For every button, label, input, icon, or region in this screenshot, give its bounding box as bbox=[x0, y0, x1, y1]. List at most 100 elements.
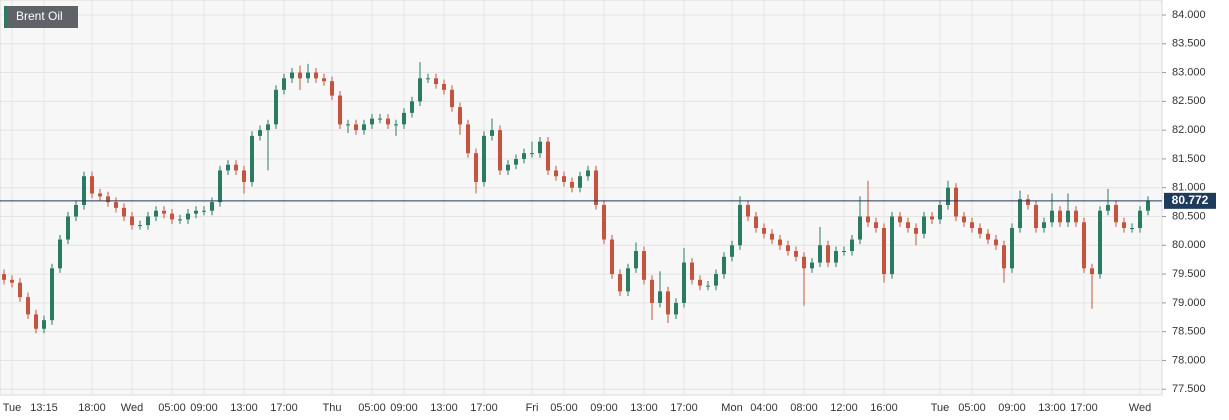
candle-body bbox=[202, 210, 206, 212]
candle-body bbox=[882, 228, 886, 275]
last-price-label: 80.772 bbox=[1172, 193, 1209, 207]
candle-body bbox=[738, 204, 742, 246]
candle-body bbox=[442, 84, 446, 90]
x-tick-label: 13:00 bbox=[430, 402, 458, 414]
candle-body bbox=[218, 170, 222, 203]
candle-body bbox=[570, 181, 574, 188]
candle-body bbox=[506, 164, 510, 171]
candle-body bbox=[354, 124, 358, 131]
candle-body bbox=[74, 204, 78, 217]
candle-body bbox=[1074, 210, 1078, 223]
candle-body bbox=[250, 135, 254, 182]
candle-body bbox=[98, 193, 102, 197]
candle-body bbox=[538, 141, 542, 154]
y-tick-label: 80.000 bbox=[1172, 239, 1206, 251]
candle-body bbox=[962, 216, 966, 223]
x-tick-label: 17:00 bbox=[670, 402, 698, 414]
candle-body bbox=[666, 291, 670, 315]
x-tick-label: 13:15 bbox=[30, 402, 58, 414]
candle-body bbox=[50, 268, 54, 321]
y-tick-label: 79.000 bbox=[1172, 297, 1206, 309]
candle-body bbox=[1106, 204, 1110, 211]
candle-body bbox=[658, 291, 662, 303]
candle-body bbox=[34, 314, 38, 329]
last-price-box bbox=[1164, 192, 1216, 209]
candle-body bbox=[82, 176, 86, 205]
plot-area bbox=[0, 0, 1163, 396]
candle-body bbox=[642, 251, 646, 280]
candle-body bbox=[330, 81, 334, 96]
candle-body bbox=[554, 170, 558, 177]
grid bbox=[0, 0, 1162, 395]
candle-body bbox=[258, 130, 262, 136]
x-tick-label: Wed bbox=[121, 402, 143, 414]
candle-body bbox=[610, 239, 614, 275]
x-tick-label: Mon bbox=[721, 402, 742, 414]
candle-body bbox=[474, 153, 478, 182]
candle-body bbox=[154, 210, 158, 217]
x-tick-label: Tue bbox=[931, 402, 950, 414]
candle-body bbox=[138, 225, 142, 227]
candle-body bbox=[1002, 245, 1006, 269]
candle-body bbox=[802, 256, 806, 269]
candle-body bbox=[530, 153, 534, 155]
candle-body bbox=[706, 285, 710, 287]
candle-body bbox=[626, 268, 630, 292]
candle-body bbox=[778, 239, 782, 246]
candle-body bbox=[682, 262, 686, 303]
candle-body bbox=[466, 124, 470, 154]
y-tick-label: 81.500 bbox=[1172, 153, 1206, 165]
candle-body bbox=[786, 245, 790, 252]
x-tick-label: 17:00 bbox=[470, 402, 498, 414]
candle-body bbox=[714, 274, 718, 286]
y-tick-label: 84.000 bbox=[1172, 9, 1206, 21]
candle-body bbox=[314, 72, 318, 79]
overlay: Brent Oil bbox=[0, 6, 1162, 202]
candle-body bbox=[978, 228, 982, 234]
y-tick-label: 78.500 bbox=[1172, 326, 1206, 338]
candle-body bbox=[194, 210, 198, 214]
x-tick-label: 13:00 bbox=[230, 402, 258, 414]
x-tick-label: 13:00 bbox=[1038, 402, 1066, 414]
y-tick-label: 83.500 bbox=[1172, 38, 1206, 50]
candle-body bbox=[1010, 228, 1014, 269]
candle-body bbox=[226, 164, 230, 171]
candle-body bbox=[730, 245, 734, 257]
candle-body bbox=[794, 251, 798, 257]
candle-body bbox=[266, 124, 270, 131]
candle-body bbox=[834, 251, 838, 263]
candle-body bbox=[90, 176, 94, 194]
candle-body bbox=[386, 118, 390, 125]
candle-body bbox=[546, 141, 550, 171]
candle-body bbox=[402, 112, 406, 125]
candle-body bbox=[18, 282, 22, 298]
candle-body bbox=[1042, 222, 1046, 229]
candle-body bbox=[1066, 210, 1070, 223]
x-tick-label: 13:00 bbox=[630, 402, 658, 414]
candle-body bbox=[1130, 228, 1134, 230]
candle-body bbox=[378, 118, 382, 120]
legend-swatch bbox=[4, 6, 7, 28]
candle-body bbox=[418, 78, 422, 102]
candle-body bbox=[986, 233, 990, 240]
candle-body bbox=[394, 124, 398, 126]
candle-body bbox=[306, 72, 310, 79]
y-tick-label: 81.000 bbox=[1172, 182, 1206, 194]
candle-body bbox=[490, 130, 494, 136]
x-tick-label: 05:00 bbox=[958, 402, 986, 414]
candle-body bbox=[922, 216, 926, 234]
candle-body bbox=[114, 202, 118, 208]
x-tick-label: 08:00 bbox=[790, 402, 818, 414]
candle-body bbox=[594, 170, 598, 205]
x-tick-label: Tue bbox=[3, 402, 22, 414]
candle-body bbox=[26, 297, 30, 315]
candle-body bbox=[106, 196, 110, 203]
candle-body bbox=[450, 89, 454, 108]
candle-body bbox=[850, 239, 854, 252]
candle-body bbox=[130, 216, 134, 226]
candle-body bbox=[426, 78, 430, 80]
candle-body bbox=[210, 202, 214, 211]
y-tick-label: 80.500 bbox=[1172, 210, 1206, 222]
candle-body bbox=[290, 72, 294, 79]
x-tick-label: 18:00 bbox=[78, 402, 106, 414]
